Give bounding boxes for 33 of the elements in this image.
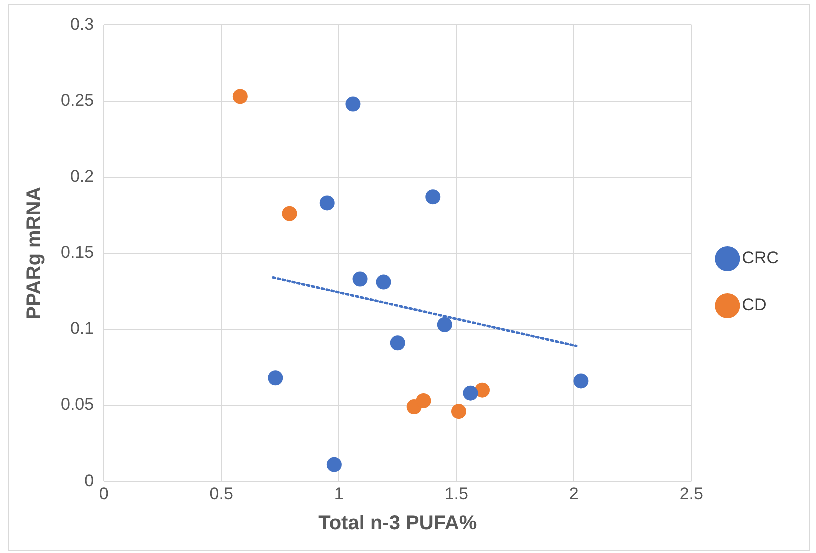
y-tick-label: 0.05 xyxy=(60,395,94,414)
point xyxy=(232,89,248,104)
y-tick-label: 0 xyxy=(84,471,94,490)
point xyxy=(390,336,406,351)
point xyxy=(426,190,441,205)
point xyxy=(376,274,392,290)
x-tick-label: 1.5 xyxy=(444,484,468,504)
y-tick-label: 0.3 xyxy=(70,14,94,34)
y-tick-label: 0.15 xyxy=(60,243,94,262)
y-tick-label: 0.2 xyxy=(70,167,94,186)
point xyxy=(574,374,589,389)
x-tick-label: 2.5 xyxy=(680,484,704,504)
x-axis-title: Total n-3 PUFA% xyxy=(318,512,478,535)
point xyxy=(463,386,478,401)
point xyxy=(320,196,335,211)
point xyxy=(416,393,432,408)
point xyxy=(352,272,368,287)
y-axis-title: PPARg mRNA xyxy=(24,186,46,320)
y-tick-label: 0.25 xyxy=(60,90,94,110)
x-tick-label: 1 xyxy=(334,484,344,504)
point xyxy=(268,370,284,386)
point xyxy=(437,317,452,332)
legend-label: CRC xyxy=(742,248,780,268)
point xyxy=(474,382,490,398)
x-tick-label: 2 xyxy=(569,484,579,504)
point xyxy=(346,96,361,112)
x-tick-label: 0.5 xyxy=(210,484,234,504)
legend-label: CD xyxy=(742,296,767,315)
y-tick-label: 0.1 xyxy=(70,319,94,338)
x-tick-label: 0 xyxy=(99,484,109,504)
point xyxy=(282,206,298,222)
point xyxy=(451,404,466,420)
point xyxy=(326,457,342,472)
